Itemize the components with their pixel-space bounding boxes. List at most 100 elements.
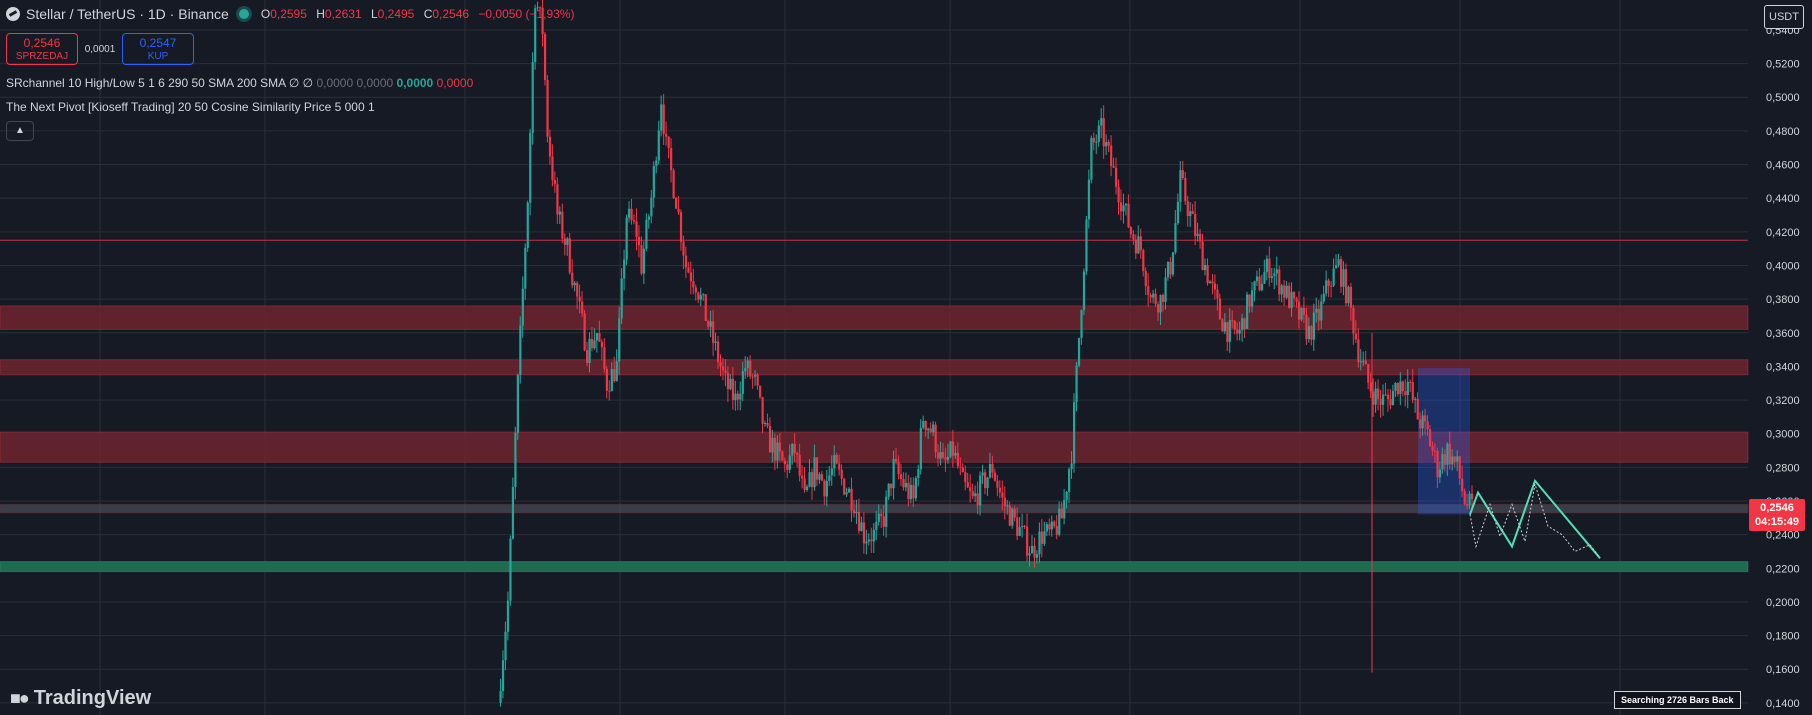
candle-body — [848, 488, 851, 493]
candle-body — [872, 529, 875, 542]
candle-body — [1424, 415, 1427, 422]
candle-body — [1241, 318, 1244, 331]
candle-body — [808, 472, 811, 487]
candle-body — [843, 478, 846, 495]
candle-body — [763, 423, 767, 425]
candle-body — [781, 451, 784, 461]
candle-body — [1451, 456, 1454, 465]
candle-body — [1040, 531, 1044, 544]
candle-body — [509, 538, 512, 601]
candle-body — [1127, 203, 1130, 228]
currency-selector[interactable]: USDT — [1764, 5, 1804, 29]
candle-body — [603, 347, 606, 369]
candle-body — [1075, 365, 1078, 403]
indicator-srchannel[interactable]: SRchannel 10 High/Low 5 1 6 290 50 SMA 2… — [6, 76, 474, 90]
candle-body — [988, 464, 992, 478]
candle-body — [1293, 292, 1296, 299]
candle-body — [1186, 201, 1189, 217]
candle-body — [1278, 269, 1281, 295]
candle-body — [981, 472, 984, 476]
spread-value: 0,0001 — [84, 43, 116, 55]
candle-body — [749, 360, 752, 377]
candle-body — [865, 541, 868, 544]
symbol-title[interactable]: Stellar / TetherUS · 1D · Binance — [26, 6, 229, 22]
candle-body — [1431, 446, 1434, 451]
candle-body — [608, 390, 611, 392]
candle-body — [694, 287, 697, 293]
candle-body — [810, 472, 814, 488]
candle-body — [1211, 281, 1214, 284]
price-tick-label: 0,2800 — [1766, 462, 1800, 474]
candle-body — [852, 510, 856, 514]
collapse-indicators-button[interactable]: ▲ — [6, 121, 34, 141]
candle-body — [1142, 250, 1145, 272]
candle-body — [613, 369, 616, 382]
candle-body — [850, 488, 853, 511]
candle-body — [585, 350, 589, 364]
buy-button[interactable]: 0,2547 KUP — [122, 33, 194, 65]
candle-body — [1023, 525, 1026, 527]
candle-body — [773, 437, 777, 461]
candle-body — [566, 238, 569, 245]
candle-body — [1396, 383, 1400, 395]
candle-body — [759, 385, 762, 398]
price-tick-label: 0,1400 — [1766, 698, 1800, 710]
indicator-next-pivot[interactable]: The Next Pivot [Kioseff Trading] 20 50 C… — [6, 100, 375, 114]
candle-body — [1102, 118, 1105, 147]
candle-body — [833, 454, 836, 469]
candle-body — [1016, 517, 1019, 536]
candle-body — [776, 442, 779, 461]
candle-body — [1419, 419, 1422, 429]
candle-body — [625, 217, 628, 260]
candle-body — [1008, 505, 1011, 526]
candle-body — [1317, 309, 1320, 321]
tradingview-logo[interactable]: ■● TradingView — [10, 687, 152, 709]
candle-body — [806, 486, 809, 491]
candle-body — [1453, 456, 1456, 462]
candle-body — [721, 366, 725, 371]
candle-body — [1394, 383, 1397, 391]
candle-body — [1003, 497, 1006, 507]
candle-body — [595, 333, 599, 341]
candle-body — [539, 7, 542, 9]
candle-body — [709, 321, 712, 327]
candle-body — [1201, 241, 1204, 271]
candle-body — [734, 393, 737, 401]
candle-body — [1238, 330, 1241, 334]
candle-body — [1218, 298, 1222, 320]
candle-body — [1243, 318, 1246, 330]
candle-body — [1122, 205, 1125, 212]
candle-body — [1055, 526, 1058, 535]
candle-body — [1283, 285, 1286, 298]
candle-body — [642, 248, 646, 274]
candle-body — [551, 156, 554, 181]
candle-body — [1339, 259, 1343, 287]
candle-body — [514, 432, 517, 487]
candle-body — [991, 464, 994, 473]
candle-body — [1033, 545, 1036, 558]
candle-body — [1273, 273, 1276, 277]
candle-body — [951, 441, 955, 456]
candle-body — [660, 104, 663, 131]
candle-body — [914, 478, 917, 499]
candle-body — [1050, 521, 1053, 530]
candle-body — [1085, 219, 1088, 272]
candle-body — [818, 474, 821, 480]
candle-body — [610, 369, 613, 392]
candle-body — [655, 160, 658, 167]
candle-body — [1456, 456, 1459, 462]
sell-button[interactable]: 0,2546 SPRZEDAJ — [6, 33, 78, 65]
candle-body — [1399, 381, 1402, 395]
candle-body — [1263, 272, 1266, 284]
candle-body — [1416, 398, 1419, 420]
candle-body — [907, 482, 910, 500]
candle-body — [623, 259, 626, 279]
candle-body — [1077, 337, 1081, 366]
candlestick-series — [499, 0, 1474, 707]
candle-body — [1184, 177, 1187, 202]
candle-body — [1312, 312, 1315, 340]
candle-body — [855, 512, 858, 514]
candle-body — [504, 631, 507, 661]
candle-body — [1310, 326, 1313, 340]
